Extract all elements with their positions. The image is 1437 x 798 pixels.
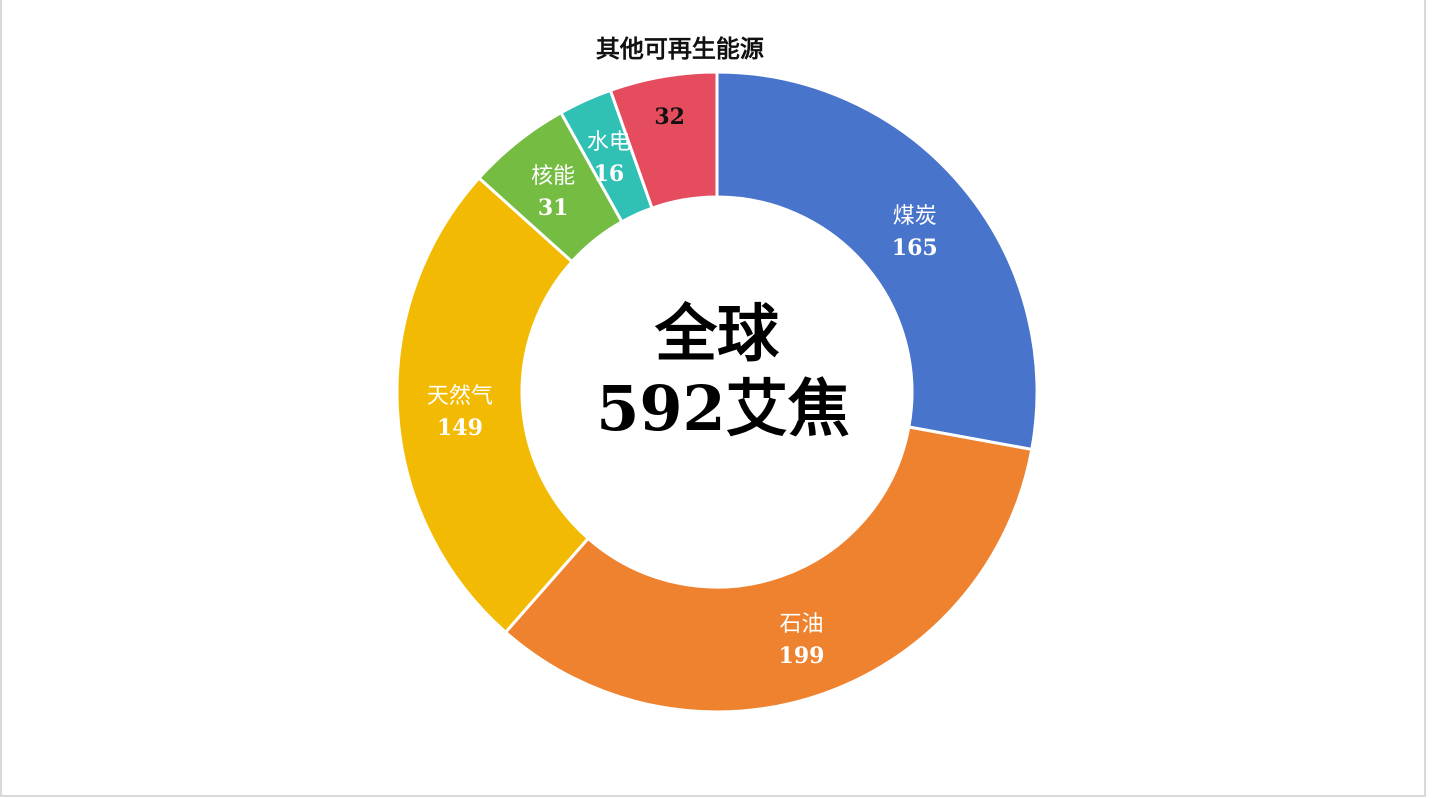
slice-5 <box>608 70 719 211</box>
donut-labels: 煤炭 165 石油 199 天然气 149 核能 31 水电 16 其他可再生能源 32 <box>427 34 938 669</box>
slice-label-2: 天然气 <box>427 384 493 409</box>
slice-value-2: 149 <box>437 415 483 441</box>
center-total: 592艾焦 <box>596 372 849 445</box>
slice-value-4: 16 <box>594 161 625 187</box>
slice-value-3: 31 <box>538 195 569 221</box>
slice-label-3: 核能 <box>531 164 575 189</box>
slice-label-1: 石油 <box>779 612 823 637</box>
slice-1 <box>503 425 1034 714</box>
slice-value-1: 199 <box>779 643 825 669</box>
slice-label-0: 煤炭 <box>893 204 937 229</box>
donut-slices <box>395 70 1039 714</box>
slice-2 <box>395 175 591 635</box>
slice-value-0: 165 <box>892 235 938 261</box>
slice-label-5: 其他可再生能源 <box>596 34 764 63</box>
slice-value-5: 32 <box>654 104 685 130</box>
slice-label-4: 水电 <box>587 130 631 155</box>
slice-0 <box>715 70 1039 452</box>
center-title: 全球 <box>654 297 780 370</box>
